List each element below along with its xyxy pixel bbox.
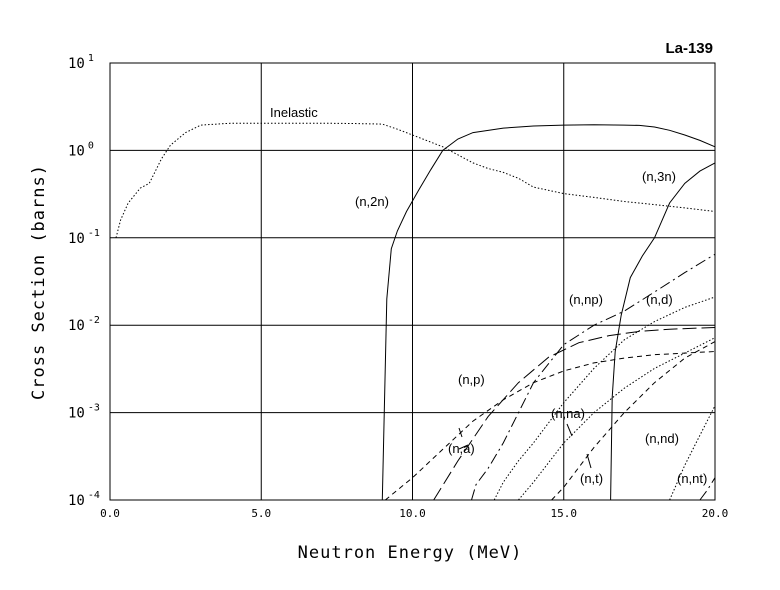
series-n-np-line <box>471 253 716 501</box>
series-labels: Inelastic (n,2n) (n,3n) (n,np) (n,d) (n,p) (n,… <box>270 105 707 486</box>
label-leader <box>586 453 592 469</box>
y-axis-title: Cross Section (barns) <box>29 164 49 400</box>
x-axis-ticks: 0.0 5.0 10.0 15.0 20.0 <box>100 507 728 520</box>
label-leaders <box>458 423 592 469</box>
x-tick-label: 15.0 <box>551 507 578 520</box>
label-n-nd: (n,nd) <box>645 431 679 446</box>
series-n-nt-line <box>699 477 716 501</box>
series-n-3n-line <box>610 162 716 501</box>
x-axis-title: Neutron Energy (MeV) <box>298 543 523 563</box>
chart-title: La-139 <box>665 40 713 57</box>
label-leader <box>566 423 573 437</box>
series-n-p-line <box>433 327 716 501</box>
label-n-p: (n,p) <box>458 372 485 387</box>
series-curves <box>115 122 716 501</box>
y-tick-label: 10 -1 <box>68 228 100 247</box>
label-n-a: (n,a) <box>448 441 475 456</box>
label-n-t: (n,t) <box>580 471 603 486</box>
series-inelastic-line <box>115 122 716 238</box>
series-n-nd-line <box>669 405 716 501</box>
series-n-2n-line <box>381 124 716 501</box>
label-leader <box>458 444 469 450</box>
y-tick-label: 10 -3 <box>68 403 100 422</box>
label-n-d: (n,d) <box>646 292 673 307</box>
y-tick-label: 10 -2 <box>68 315 100 334</box>
label-n-3n: (n,3n) <box>642 169 676 184</box>
plot-frame <box>109 62 716 501</box>
x-tick-label: 10.0 <box>399 507 426 520</box>
label-inelastic: Inelastic <box>270 105 318 120</box>
y-tick-label: 10 -4 <box>68 490 100 509</box>
label-n-2n: (n,2n) <box>355 194 389 209</box>
label-n-na: (n,na) <box>551 406 585 421</box>
x-tick-label: 20.0 <box>702 507 729 520</box>
series-n-a-line <box>384 351 716 501</box>
x-tick-label: 0.0 <box>100 507 120 520</box>
y-tick-label: 10 1 <box>68 53 94 72</box>
y-tick-label: 10 0 <box>68 140 94 159</box>
label-n-np: (n,np) <box>569 292 603 307</box>
label-n-nt: (n,nt) <box>677 471 707 486</box>
series-n-na-line <box>518 337 716 501</box>
gridlines <box>110 63 715 500</box>
x-tick-label: 5.0 <box>251 507 271 520</box>
label-leader <box>458 427 463 438</box>
series-n-d-line <box>493 296 716 501</box>
